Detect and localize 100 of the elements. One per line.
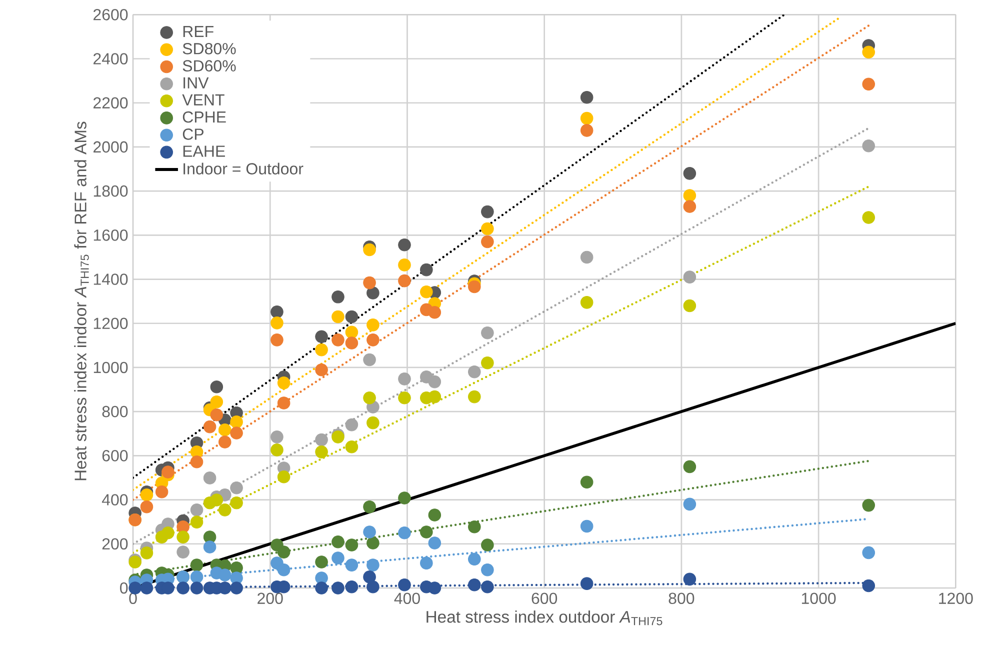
point xyxy=(277,396,290,410)
point xyxy=(481,564,494,576)
point xyxy=(315,343,328,356)
point xyxy=(862,498,876,512)
point xyxy=(398,372,411,386)
point xyxy=(270,316,284,330)
point xyxy=(190,455,204,468)
point xyxy=(683,167,696,180)
legend-label: EAHE xyxy=(183,146,225,157)
point xyxy=(398,238,411,252)
point xyxy=(481,356,494,370)
y-tick-label: 400 xyxy=(102,494,128,506)
point xyxy=(155,485,168,498)
point xyxy=(468,365,481,378)
point xyxy=(468,520,481,534)
point xyxy=(210,408,224,422)
point xyxy=(683,189,696,202)
point xyxy=(190,570,204,584)
point xyxy=(420,526,433,538)
point xyxy=(683,270,696,284)
point xyxy=(428,375,442,388)
point xyxy=(428,390,442,404)
point xyxy=(332,552,344,564)
point xyxy=(332,310,344,324)
point xyxy=(398,274,411,288)
point xyxy=(128,582,142,594)
x-tick-label: 1000 xyxy=(802,592,836,604)
point xyxy=(190,582,204,594)
point xyxy=(398,492,411,504)
point xyxy=(366,334,380,346)
legend-label: SD60% xyxy=(182,60,236,72)
y-tick-label: 2000 xyxy=(94,141,128,153)
point xyxy=(176,582,190,594)
point xyxy=(190,504,204,516)
point xyxy=(218,504,232,516)
point xyxy=(190,558,204,572)
point xyxy=(366,318,380,332)
point xyxy=(481,205,494,218)
point xyxy=(176,530,190,544)
point xyxy=(203,472,216,484)
y-tick-label: 0 xyxy=(120,582,128,594)
point xyxy=(140,488,154,502)
point xyxy=(683,498,696,511)
point xyxy=(580,90,594,104)
point xyxy=(862,46,876,59)
point xyxy=(580,112,594,125)
point xyxy=(345,336,358,350)
legend-label: CPHE xyxy=(182,111,226,123)
legend-label: SD80% xyxy=(182,43,236,54)
point xyxy=(176,546,190,558)
legend-label: VENT xyxy=(182,94,224,106)
point xyxy=(162,466,174,478)
point xyxy=(277,470,290,484)
legend-label: REF xyxy=(183,26,214,38)
point xyxy=(428,582,442,594)
point xyxy=(270,334,284,346)
point xyxy=(398,258,411,272)
point xyxy=(398,526,411,540)
point xyxy=(332,535,344,548)
point xyxy=(683,200,696,213)
point xyxy=(398,392,411,404)
point xyxy=(230,496,243,510)
y-tick-label: 2600 xyxy=(94,9,128,20)
point xyxy=(468,280,481,294)
point xyxy=(203,540,216,554)
point xyxy=(277,564,290,576)
legend-label: CP xyxy=(182,128,204,140)
point xyxy=(140,582,154,594)
point xyxy=(332,582,344,594)
point xyxy=(230,582,243,594)
point xyxy=(683,299,696,312)
point xyxy=(398,578,411,592)
point xyxy=(683,460,696,474)
point xyxy=(315,582,328,594)
y-tick-label: 1600 xyxy=(94,230,128,241)
point xyxy=(363,570,376,584)
y-tick-label: 1400 xyxy=(94,274,128,285)
point xyxy=(140,500,154,514)
y-tick-label: 1800 xyxy=(94,185,128,197)
point xyxy=(683,572,696,586)
point xyxy=(345,580,358,594)
point xyxy=(332,334,344,346)
y-tick-label: 800 xyxy=(102,406,128,418)
point xyxy=(277,376,290,390)
point xyxy=(230,426,243,440)
point xyxy=(862,139,876,152)
point xyxy=(862,211,876,224)
point xyxy=(218,568,232,582)
point xyxy=(366,558,380,572)
y-tick-label: 2400 xyxy=(94,53,128,64)
point xyxy=(218,436,232,448)
point xyxy=(315,364,328,376)
point xyxy=(210,494,224,506)
point xyxy=(580,296,594,309)
point xyxy=(366,536,380,550)
point xyxy=(481,235,494,248)
y-tick-label: 1200 xyxy=(94,318,128,330)
legend-label: INV xyxy=(184,77,209,88)
point xyxy=(345,440,358,454)
point xyxy=(345,326,358,339)
